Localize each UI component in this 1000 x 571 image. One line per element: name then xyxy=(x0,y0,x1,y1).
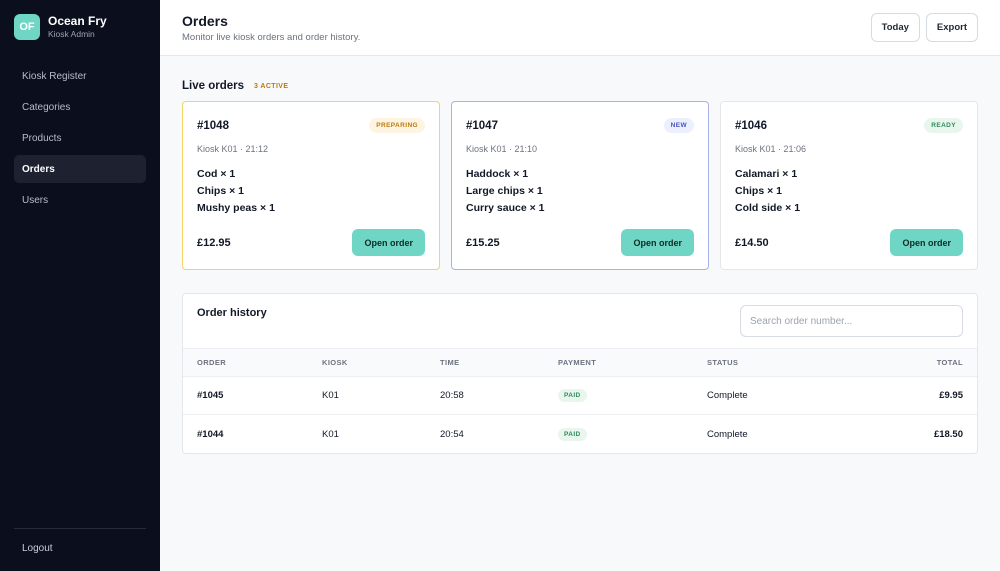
page-title: Orders xyxy=(182,12,228,29)
page-subtitle: Monitor live kiosk orders and order hist… xyxy=(182,31,361,43)
order-item: Haddock × 1 xyxy=(466,168,529,180)
order-history-title: Order history xyxy=(197,307,267,319)
sidebar-spacer xyxy=(14,214,146,528)
active-count-badge: 3 ACTIVE xyxy=(254,82,289,90)
order-card[interactable]: #1046 READY Kiosk K01 · 21:06 Calamari ×… xyxy=(720,101,978,270)
order-card-top: #1047 NEW xyxy=(466,118,694,133)
order-number: #1046 xyxy=(735,119,767,132)
main: Orders Monitor live kiosk orders and ord… xyxy=(160,0,1000,571)
brand-logo: OF xyxy=(14,14,40,40)
content: Live orders 3 ACTIVE #1048 PREPARING Kio… xyxy=(160,56,1000,454)
sidebar-item-users[interactable]: Users xyxy=(22,194,49,206)
sidebar-item-categories[interactable]: Categories xyxy=(22,101,71,113)
column-header-time[interactable]: TIME xyxy=(440,358,460,367)
order-meta: Kiosk K01 · 21:10 xyxy=(466,144,538,154)
search-input[interactable] xyxy=(740,305,963,337)
sidebar-nav: Kiosk Register Categories Products Order… xyxy=(14,62,146,214)
column-header-payment[interactable]: PAYMENT xyxy=(558,358,597,367)
logout-button[interactable]: Logout xyxy=(22,543,53,554)
cell-payment: PAID xyxy=(558,389,707,402)
order-total: £12.95 xyxy=(197,236,231,249)
column-header-kiosk[interactable]: KIOSK xyxy=(322,358,348,367)
table-row[interactable]: #1044 K01 20:54 PAID Complete £18.50 xyxy=(183,415,977,453)
order-card[interactable]: #1048 PREPARING Kiosk K01 · 21:12 Cod × … xyxy=(182,101,440,270)
order-number: #1048 xyxy=(197,119,229,132)
sidebar: OF Ocean Fry Kiosk Admin Kiosk Register … xyxy=(0,0,160,571)
cell-order: #1044 xyxy=(197,428,224,440)
open-order-button[interactable]: Open order xyxy=(352,229,425,256)
sidebar-item-kiosk-register[interactable]: Kiosk Register xyxy=(22,70,87,82)
export-button[interactable]: Export xyxy=(925,13,978,42)
live-orders-header: Live orders 3 ACTIVE xyxy=(182,80,978,92)
cell-status: Complete xyxy=(707,428,748,440)
order-item: Calamari × 1 xyxy=(735,168,798,180)
open-order-button[interactable]: Open order xyxy=(890,229,963,256)
payment-badge: PAID xyxy=(558,427,587,441)
column-header-status[interactable]: STATUS xyxy=(707,358,739,367)
cell-status: Complete xyxy=(707,390,748,401)
order-history-header: Order history xyxy=(183,294,977,349)
status-badge: NEW xyxy=(663,118,694,133)
order-total: £15.25 xyxy=(466,236,500,249)
page-header: Orders Monitor live kiosk orders and ord… xyxy=(160,0,1000,56)
order-number: #1047 xyxy=(466,119,498,132)
order-history-panel: Order history ORDER KIOSK TIME PAYMENT S… xyxy=(182,293,978,454)
column-header-total[interactable]: TOTAL xyxy=(936,358,963,367)
order-item: Chips × 1 xyxy=(197,185,244,197)
brand: OF Ocean Fry Kiosk Admin xyxy=(14,14,146,40)
sidebar-item-products[interactable]: Products xyxy=(22,132,62,144)
column-header-order[interactable]: ORDER xyxy=(197,358,227,367)
order-item: Large chips × 1 xyxy=(466,185,543,197)
header-actions: Today Export xyxy=(870,13,978,42)
today-button[interactable]: Today xyxy=(870,13,920,42)
brand-name: Ocean Fry xyxy=(48,14,107,28)
open-order-button[interactable]: Open order xyxy=(621,229,694,256)
status-badge: READY xyxy=(924,118,963,133)
cell-payment: PAID xyxy=(558,427,707,441)
live-orders-title: Live orders xyxy=(182,80,244,92)
order-total: £14.50 xyxy=(735,236,769,249)
cell-time: 20:58 xyxy=(440,390,464,401)
table-header-row: ORDER KIOSK TIME PAYMENT STATUS TOTAL xyxy=(183,349,977,377)
order-meta: Kiosk K01 · 21:06 xyxy=(735,144,807,154)
order-items: Haddock × 1 Large chips × 1 Curry sauce … xyxy=(466,167,694,215)
payment-badge: PAID xyxy=(558,389,587,402)
order-item: Cod × 1 xyxy=(197,168,236,180)
cell-order: #1045 xyxy=(197,390,224,401)
order-card[interactable]: #1047 NEW Kiosk K01 · 21:10 Haddock × 1 … xyxy=(451,101,709,270)
order-item: Curry sauce × 1 xyxy=(466,202,545,214)
order-card-footer: £12.95 Open order xyxy=(197,229,425,256)
order-card-top: #1046 READY xyxy=(735,118,963,133)
order-item: Cold side × 1 xyxy=(735,202,801,214)
order-item: Chips × 1 xyxy=(735,185,782,197)
order-card-footer: £15.25 Open order xyxy=(466,229,694,256)
order-items: Calamari × 1 Chips × 1 Cold side × 1 xyxy=(735,167,963,215)
table-row[interactable]: #1045 K01 20:58 PAID Complete £9.95 xyxy=(183,377,977,415)
order-items: Cod × 1 Chips × 1 Mushy peas × 1 xyxy=(197,167,425,215)
order-history-table: ORDER KIOSK TIME PAYMENT STATUS TOTAL #1… xyxy=(183,349,977,453)
header-titles: Orders Monitor live kiosk orders and ord… xyxy=(182,12,360,44)
live-order-cards: #1048 PREPARING Kiosk K01 · 21:12 Cod × … xyxy=(182,101,978,270)
order-card-top: #1048 PREPARING xyxy=(197,118,425,133)
sidebar-item-orders[interactable]: Orders xyxy=(14,155,146,183)
order-meta: Kiosk K01 · 21:12 xyxy=(197,144,269,154)
cell-total: £18.50 xyxy=(933,428,963,440)
cell-total: £9.95 xyxy=(939,390,963,401)
order-item: Mushy peas × 1 xyxy=(197,202,275,214)
sidebar-divider xyxy=(14,528,146,529)
status-badge: PREPARING xyxy=(369,118,425,133)
brand-text: Ocean Fry Kiosk Admin xyxy=(48,14,107,40)
cell-kiosk: K01 xyxy=(322,428,339,440)
order-card-footer: £14.50 Open order xyxy=(735,229,963,256)
brand-subtitle: Kiosk Admin xyxy=(48,29,95,39)
cell-time: 20:54 xyxy=(440,428,464,440)
cell-kiosk: K01 xyxy=(322,390,339,401)
